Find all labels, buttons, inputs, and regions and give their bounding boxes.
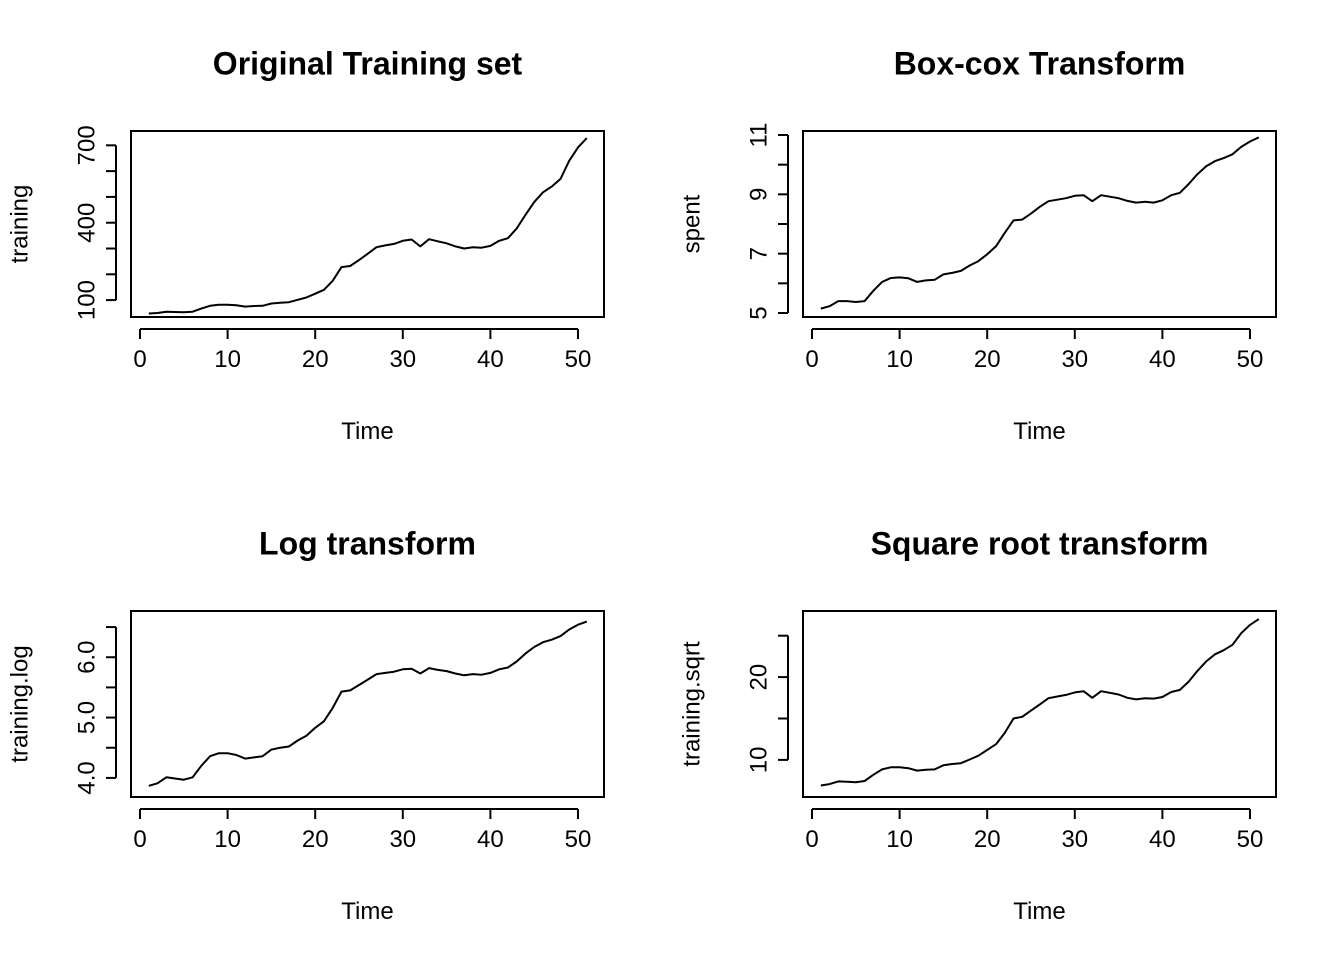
y-tick-label: 4.0 [73, 761, 100, 794]
x-tick-label: 0 [805, 826, 818, 853]
plot-frame [802, 610, 1277, 798]
x-tick-label: 20 [974, 346, 1001, 373]
y-tick-label: 10 [745, 747, 772, 774]
x-tick-label: 50 [565, 346, 592, 373]
x-tick-label: 30 [1061, 826, 1088, 853]
x-axis-label: Time [341, 418, 393, 445]
x-tick-label: 50 [565, 826, 592, 853]
x-tick-label: 40 [477, 826, 504, 853]
y-axis-label: training.log [6, 645, 33, 762]
x-tick-label: 30 [1061, 346, 1088, 373]
chart-title: Original Training set [213, 45, 523, 81]
x-tick-label: 30 [389, 346, 416, 373]
x-tick-label: 10 [886, 826, 913, 853]
series-line [820, 618, 1260, 787]
series-line [148, 620, 588, 787]
plot-frame [802, 130, 1277, 318]
y-tick-label: 9 [745, 188, 772, 201]
x-tick-label: 40 [1149, 346, 1176, 373]
y-tick-label: 400 [73, 203, 100, 243]
series-line [148, 137, 588, 315]
x-tick-label: 20 [302, 826, 329, 853]
x-tick-label: 0 [133, 346, 146, 373]
chart-title: Square root transform [871, 525, 1209, 561]
x-tick-label: 0 [133, 826, 146, 853]
series-line [820, 136, 1260, 310]
x-tick-label: 50 [1237, 826, 1264, 853]
chart-panel-1: Original Training set 0 10 20 30 40 50 Time 100 4… [6, 45, 605, 445]
y-axis-label: training.sqrt [678, 641, 705, 767]
x-tick-label: 20 [302, 346, 329, 373]
x-tick-label: 50 [1237, 346, 1264, 373]
y-tick-label: 700 [73, 125, 100, 165]
x-axis-label: Time [1013, 418, 1065, 445]
x-tick-label: 20 [974, 826, 1001, 853]
x-tick-label: 0 [805, 346, 818, 373]
y-tick-label: 7 [745, 247, 772, 260]
x-axis-label: Time [341, 898, 393, 925]
x-tick-label: 40 [1149, 826, 1176, 853]
y-tick-label: 6.0 [73, 641, 100, 674]
y-axis-label: training [6, 185, 33, 264]
y-tick-label: 100 [73, 280, 100, 320]
plot-frame [130, 130, 605, 318]
x-tick-label: 10 [886, 346, 913, 373]
y-tick-label: 11 [745, 123, 772, 148]
chart-panel-2: Box-cox Transform 0 10 20 30 40 50 Time 5 7 9 11 spe… [678, 45, 1277, 445]
chart-panel-3: Log transform 0 10 20 30 40 50 Time 4.0 5.0 6.0 tra… [6, 525, 605, 925]
y-tick-label: 5 [745, 306, 772, 319]
y-tick-label: 20 [745, 664, 772, 691]
chart-title: Box-cox Transform [894, 45, 1186, 81]
y-axis-label: spent [678, 194, 705, 253]
y-tick-label: 5.0 [73, 701, 100, 734]
x-tick-label: 30 [389, 826, 416, 853]
chart-title: Log transform [259, 525, 476, 561]
chart-panel-4: Square root transform 0 10 20 30 40 50 Time 10 20… [678, 525, 1277, 925]
plot-frame [130, 610, 605, 798]
x-tick-label: 10 [214, 826, 241, 853]
x-tick-label: 10 [214, 346, 241, 373]
x-axis-label: Time [1013, 898, 1065, 925]
x-tick-label: 40 [477, 346, 504, 373]
